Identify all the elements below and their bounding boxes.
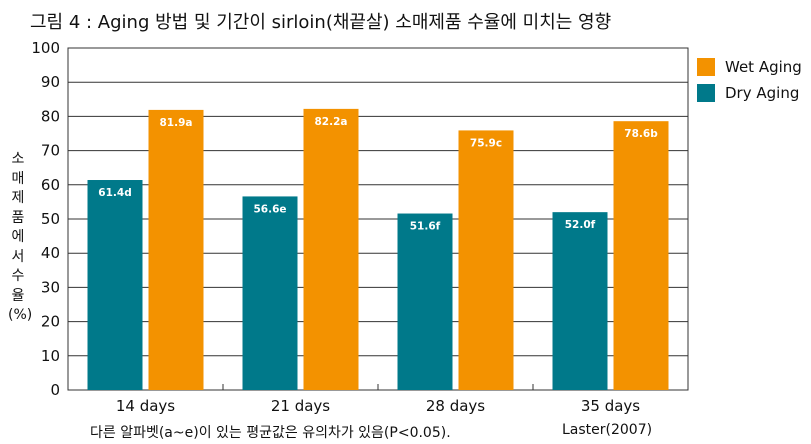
legend-swatch-dry — [697, 84, 715, 102]
legend-swatch-wet — [697, 58, 715, 76]
chart-title: 그림 4 : Aging 방법 및 기간이 sirloin(채끝살) 소매제품 … — [30, 12, 612, 33]
axes — [67, 47, 689, 391]
y-tick-label: 0 — [50, 381, 60, 399]
legend-label-wet: Wet Aging — [725, 58, 802, 76]
data-label: 78.6b — [624, 128, 658, 140]
bar-dry — [397, 213, 453, 390]
y-tick-label: 80 — [41, 107, 60, 125]
y-tick-label: 60 — [41, 176, 60, 194]
data-label: 51.6f — [410, 221, 441, 233]
bar-dry — [242, 196, 298, 390]
x-tick-label: 14 days — [116, 397, 175, 415]
footnote: 다른 알파벳(a~e)이 있는 평균값은 유의차가 있음(P<0.05). — [90, 425, 451, 441]
y-tick-label: 90 — [41, 73, 60, 91]
ticks: 0 10 20 30 40 50 60 70 80 90 100 14 days 21 days 28 d… — [31, 39, 640, 415]
y-axis-label: 소매제품에서수율(%) — [8, 151, 33, 323]
legend-label-dry: Dry Aging — [725, 84, 800, 102]
source-citation: Laster(2007) — [562, 422, 653, 438]
y-tick-label: 10 — [41, 347, 60, 365]
x-tick-label: 35 days — [581, 397, 640, 415]
legend: Wet Aging Dry Aging — [697, 54, 802, 106]
data-label: 52.0f — [565, 219, 596, 231]
y-tick-label: 20 — [41, 313, 60, 331]
bars: 61.4d 81.9a 56.6e 82.2a 51.6f 75.9c 52.0f 78.6b — [87, 108, 669, 391]
bar-dry — [87, 180, 143, 390]
legend-item-dry: Dry Aging — [697, 80, 802, 106]
data-label: 82.2a — [315, 116, 348, 128]
bar-wet — [458, 130, 514, 390]
data-label: 75.9c — [470, 137, 502, 149]
bar-wet — [303, 108, 359, 390]
data-label: 61.4d — [98, 187, 131, 199]
y-tick-label: 70 — [41, 142, 60, 160]
x-tick-label: 21 days — [271, 397, 330, 415]
bar-dry — [552, 212, 608, 390]
y-tick-label: 30 — [41, 278, 60, 296]
y-tick-label: 40 — [41, 244, 60, 262]
bar-wet — [613, 121, 669, 391]
data-label: 81.9a — [160, 117, 193, 129]
legend-item-wet: Wet Aging — [697, 54, 802, 80]
data-label: 56.6e — [253, 203, 286, 215]
y-tick-label: 50 — [41, 210, 60, 228]
bar-wet — [148, 109, 204, 390]
x-tick-label: 28 days — [426, 397, 485, 415]
y-tick-label: 100 — [31, 39, 60, 57]
